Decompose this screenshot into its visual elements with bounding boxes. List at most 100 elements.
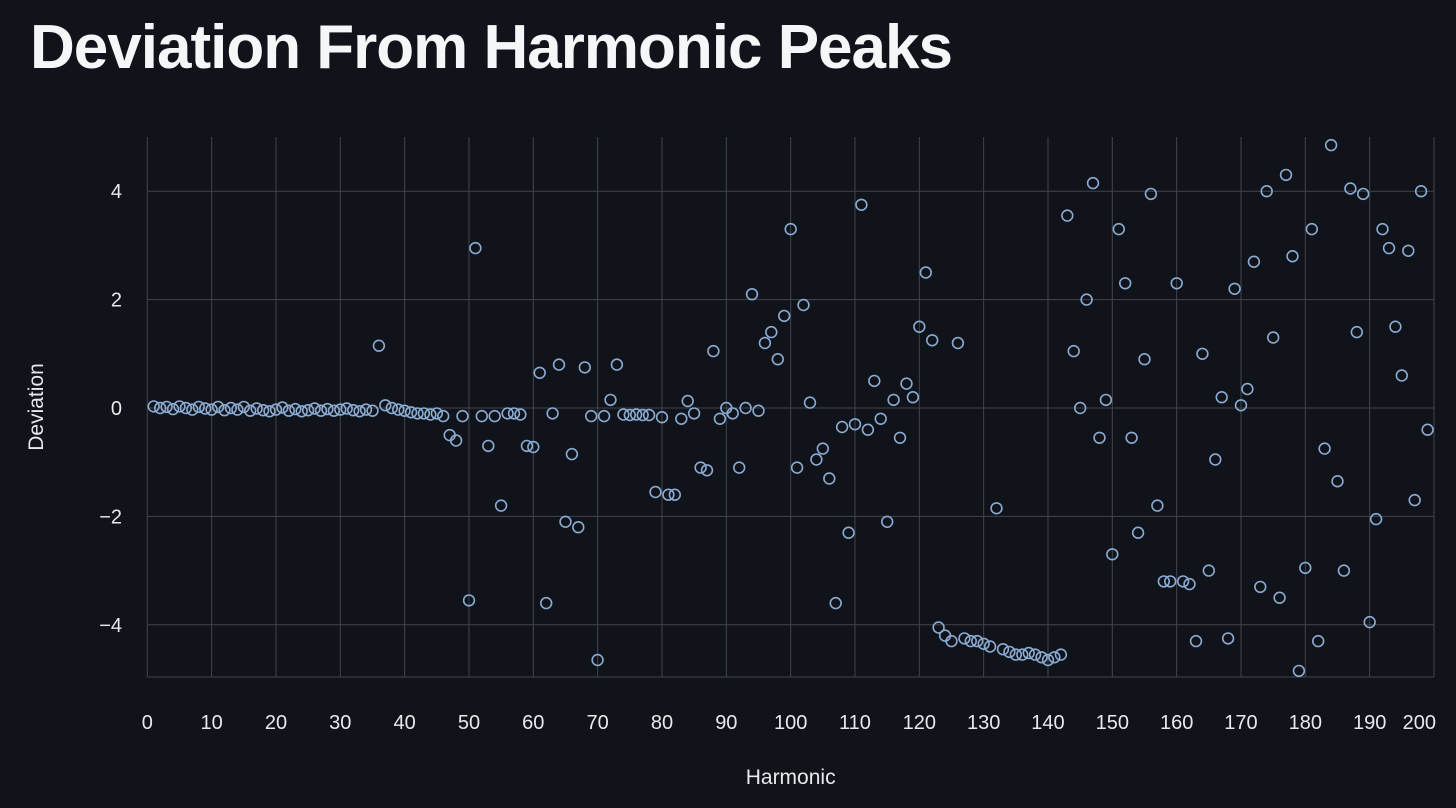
data-point-marker [1299,561,1312,575]
data-point-marker [1292,664,1306,678]
x-tick-label: 90 [715,712,737,734]
data-point-marker [494,499,508,512]
data-point-marker [1099,393,1113,407]
data-point-marker [868,374,881,388]
data-point-marker [687,407,701,420]
data-point-marker [179,401,193,415]
data-point-marker [1241,382,1254,396]
y-tick-label: 2 [111,290,122,312]
y-tick-label: 4 [111,181,122,203]
data-point-marker [572,520,585,534]
x-tick-label: 110 [839,712,871,734]
x-tick-label: 20 [265,712,287,734]
x-tick-label: 60 [522,712,544,734]
data-point-marker [449,434,463,447]
data-point-marker [417,407,431,420]
data-point-marker [1073,401,1087,415]
data-point-marker [244,404,257,417]
data-point-marker [224,401,238,415]
data-point-marker [404,406,418,419]
data-point-marker [147,400,160,413]
data-point-marker [777,309,791,323]
y-tick-labels: −4 −2 0 2 4 [99,181,122,637]
data-point-marker [829,596,842,610]
data-point-marker [430,407,443,420]
data-point-marker [617,408,630,421]
data-point-marker [1086,176,1100,190]
data-point-marker [996,642,1010,656]
data-point-marker [1318,442,1331,455]
data-point-marker [1125,431,1138,444]
data-point-marker [173,400,186,413]
x-tick-label: 40 [394,712,416,734]
data-point-marker [649,485,662,499]
data-point-marker [1414,185,1428,198]
data-point-marker [1157,575,1171,588]
data-point-marker [372,339,386,352]
data-point-marker [835,420,849,434]
data-point-marker [552,358,566,371]
data-point-marker [855,198,868,212]
data-point-marker [269,403,283,416]
data-point-marker [154,401,167,415]
data-point-marker [578,361,591,374]
data-point-marker [668,488,681,501]
data-point-marker [726,407,739,420]
data-point-marker [675,412,688,425]
x-tick-label: 0 [142,712,153,734]
data-point-marker [662,488,675,501]
data-point-marker [385,401,398,415]
data-point-marker [314,404,328,417]
data-point-marker [289,402,302,416]
data-point-marker [1067,344,1080,358]
data-point-marker [887,393,900,407]
data-point-marker [321,402,334,416]
data-point-marker [276,401,289,414]
data-point-marker [713,412,727,425]
data-point-marker [861,423,875,436]
data-point-marker [610,358,624,371]
data-point-marker [527,440,540,454]
data-point-marker [990,502,1003,515]
y-tick-label: −2 [99,506,122,528]
data-point-marker [591,653,604,667]
data-point-marker [1324,138,1338,152]
data-point-marker [745,288,759,301]
data-point-marker [816,442,829,455]
chart-title: Deviation From Harmonic Peaks [30,13,953,82]
x-tick-label: 170 [1224,712,1257,734]
data-point-marker [1054,648,1068,661]
x-tick-label: 200 [1403,712,1436,734]
data-point-marker [823,472,836,485]
y-axis-title: Deviation [25,363,48,451]
x-axis-title: Harmonic [746,766,836,789]
data-point-marker [1247,255,1261,268]
data-point-marker [1041,653,1055,667]
data-point-marker [1369,512,1383,526]
data-point-marker [501,407,514,420]
data-point-marker [507,407,521,420]
data-point-marker [1254,580,1267,594]
x-tick-label: 100 [774,712,807,734]
data-point-marker [1028,648,1042,661]
data-point-marker [900,377,913,390]
data-point-marker [353,405,366,418]
data-point-marker [951,336,965,350]
data-point-marker [327,404,341,417]
data-point-marker [1215,391,1228,404]
data-point-marker [700,464,714,477]
data-point-marker [1106,548,1119,561]
data-point-marker [707,344,720,358]
data-point-marker [1363,615,1376,629]
y-tick-label: 0 [111,398,122,420]
data-point-marker [694,461,707,474]
data-point-marker [1395,369,1409,382]
data-point-marker [874,412,887,425]
data-point-marker [1376,222,1389,236]
data-point-marker [192,400,206,414]
data-point-marker [379,399,392,412]
data-point-marker [366,404,379,417]
data-point-marker [597,409,611,423]
data-point-marker [970,634,984,648]
x-tick-label: 160 [1160,712,1193,734]
